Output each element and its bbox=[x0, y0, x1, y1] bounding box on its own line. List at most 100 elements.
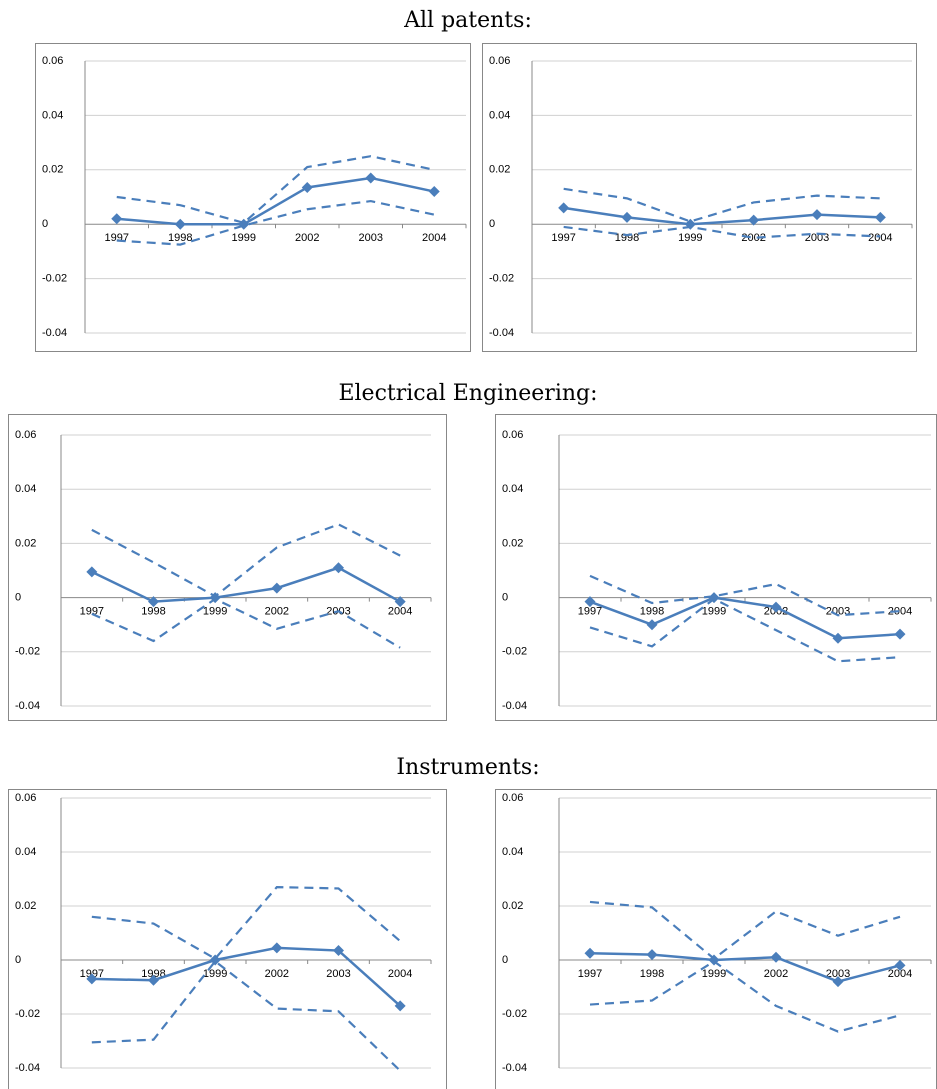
diamond-marker bbox=[111, 213, 123, 225]
band-line bbox=[589, 574, 901, 617]
x-tick-label: 2002 bbox=[295, 232, 319, 244]
y-tick-label: -0.04 bbox=[502, 1062, 527, 1074]
y-tick-label: 0.06 bbox=[42, 55, 63, 67]
diamond-marker bbox=[86, 566, 98, 578]
y-tick-label: 0.06 bbox=[502, 792, 523, 804]
x-tick-label: 2002 bbox=[265, 606, 289, 618]
diamond-marker bbox=[584, 596, 596, 608]
diamond-marker bbox=[832, 632, 844, 644]
x-tick-label: 1999 bbox=[678, 232, 702, 244]
diamond-marker bbox=[646, 949, 658, 961]
y-tick-label: 0.06 bbox=[502, 429, 523, 441]
x-tick-label: 2003 bbox=[805, 232, 829, 244]
y-tick-label: -0.04 bbox=[502, 700, 527, 712]
estimate-line bbox=[589, 952, 901, 983]
diamond-marker bbox=[584, 947, 596, 959]
band-line bbox=[589, 597, 901, 663]
y-tick-label: 0.04 bbox=[15, 483, 36, 495]
chart-frame bbox=[495, 789, 937, 1089]
y-tick-label: 0.02 bbox=[502, 537, 523, 549]
y-tick-label: 0.04 bbox=[502, 846, 523, 858]
y-tick-label: 0.02 bbox=[15, 900, 36, 912]
y-tick-label: 0.06 bbox=[15, 792, 36, 804]
band-line bbox=[589, 960, 901, 1033]
diamond-marker bbox=[428, 186, 440, 198]
estimate-line bbox=[91, 566, 401, 603]
diamond-marker bbox=[271, 582, 283, 594]
x-tick-label: 2002 bbox=[764, 968, 788, 980]
chart: -0.04-0.0200.020.040.0619971998199920022… bbox=[8, 789, 447, 1089]
x-tick-label: 1999 bbox=[203, 606, 227, 618]
diamond-marker bbox=[333, 562, 344, 574]
section-heading: All patents: bbox=[403, 8, 532, 33]
x-tick-label: 2004 bbox=[868, 232, 892, 244]
x-tick-label: 2004 bbox=[388, 968, 412, 980]
section-heading: Electrical Engineering: bbox=[338, 381, 597, 406]
diamond-marker bbox=[148, 974, 159, 986]
x-tick-label: 1999 bbox=[232, 232, 256, 244]
chart-frame bbox=[482, 43, 917, 352]
band-line bbox=[563, 187, 881, 223]
x-tick-label: 2004 bbox=[888, 606, 912, 618]
x-tick-label: 1998 bbox=[141, 968, 165, 980]
diamond-marker bbox=[148, 596, 159, 608]
diamond-marker bbox=[333, 945, 344, 957]
y-tick-label: -0.02 bbox=[15, 1008, 40, 1020]
x-tick-label: 1999 bbox=[702, 968, 726, 980]
y-tick-label: 0.04 bbox=[42, 109, 63, 121]
y-tick-label: 0 bbox=[42, 218, 48, 230]
diamond-marker bbox=[558, 202, 570, 214]
y-tick-label: 0.04 bbox=[489, 109, 510, 121]
y-tick-label: -0.02 bbox=[15, 646, 40, 658]
x-tick-label: 1998 bbox=[141, 606, 165, 618]
band-line bbox=[91, 959, 401, 1072]
x-tick-label: 2003 bbox=[826, 606, 850, 618]
y-tick-label: -0.04 bbox=[15, 1062, 40, 1074]
y-tick-label: 0.06 bbox=[15, 429, 36, 441]
y-tick-label: 0.02 bbox=[489, 164, 510, 176]
x-tick-label: 1997 bbox=[551, 232, 575, 244]
x-tick-label: 2003 bbox=[359, 232, 383, 244]
diamond-marker bbox=[301, 181, 313, 193]
band-line bbox=[91, 597, 401, 649]
diamond-marker bbox=[174, 218, 186, 230]
y-tick-label: 0.04 bbox=[15, 846, 36, 858]
x-tick-label: 1997 bbox=[105, 232, 129, 244]
diamond-marker bbox=[621, 211, 633, 223]
diamond-marker bbox=[811, 209, 823, 221]
x-tick-label: 2003 bbox=[326, 968, 350, 980]
x-tick-label: 1997 bbox=[80, 606, 104, 618]
estimate-line bbox=[91, 946, 402, 1007]
x-tick-label: 1997 bbox=[578, 968, 602, 980]
y-tick-label: 0 bbox=[502, 592, 508, 604]
x-tick-label: 1997 bbox=[578, 606, 602, 618]
x-tick-label: 1998 bbox=[615, 232, 639, 244]
x-tick-label: 2004 bbox=[422, 232, 446, 244]
diamond-marker bbox=[394, 1000, 406, 1012]
y-tick-label: 0.06 bbox=[489, 55, 510, 67]
estimate-line bbox=[563, 206, 881, 226]
y-tick-label: 0.02 bbox=[15, 537, 36, 549]
diamond-marker bbox=[894, 628, 906, 640]
band-line bbox=[116, 199, 435, 246]
x-tick-label: 1999 bbox=[203, 968, 227, 980]
y-tick-label: 0.04 bbox=[502, 483, 523, 495]
y-tick-label: 0 bbox=[502, 954, 508, 966]
y-tick-label: 0.02 bbox=[502, 900, 523, 912]
x-tick-label: 1998 bbox=[168, 232, 192, 244]
y-tick-label: -0.04 bbox=[42, 327, 67, 339]
x-tick-label: 1998 bbox=[640, 968, 664, 980]
diamond-marker bbox=[209, 954, 221, 966]
y-tick-label: 0 bbox=[15, 954, 21, 966]
diamond-marker bbox=[365, 172, 377, 184]
band-line bbox=[91, 885, 401, 961]
y-tick-label: 0 bbox=[15, 592, 21, 604]
estimate-line bbox=[116, 176, 435, 226]
diamond-marker bbox=[770, 601, 782, 613]
x-tick-label: 2003 bbox=[826, 968, 850, 980]
